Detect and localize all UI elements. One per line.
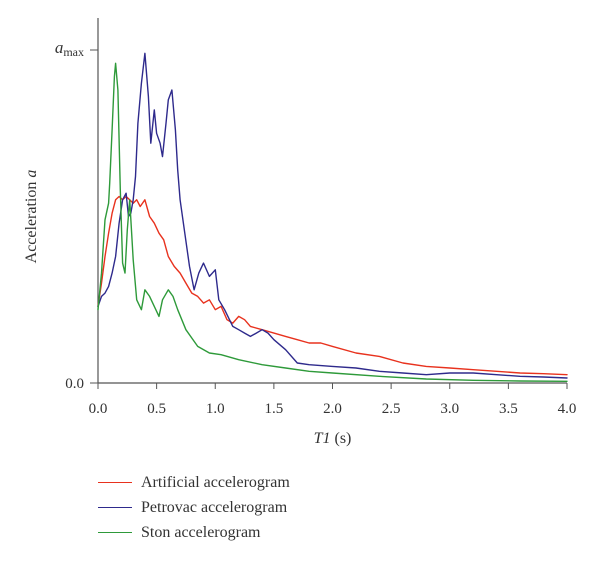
x-tick-label: 4.0 <box>558 401 577 417</box>
legend-item: Petrovac accelerogram <box>98 495 290 520</box>
y-tick-label: 0.0 <box>65 376 84 392</box>
series-line-2 <box>97 52 568 379</box>
legend-swatch <box>98 532 132 533</box>
legend-item: Artificial accelerogram <box>98 470 290 495</box>
chart: 0.0 0.5 1.0 1.5 2.0 2.5 3.0 3.5 4.0 0.0 amax T1 (… <box>23 18 577 447</box>
legend-label: Petrovac accelerogram <box>141 498 288 516</box>
x-tick-label: 1.5 <box>265 401 284 417</box>
y-axis-ticks: 0.0 amax <box>55 38 98 392</box>
y-axis-label: Acceleration a <box>23 170 40 264</box>
x-tick-label: 0.5 <box>147 401 166 417</box>
x-axis-ticks: 0.0 0.5 1.0 1.5 2.0 2.5 3.0 3.5 4.0 <box>89 383 577 417</box>
legend-swatch <box>98 507 132 508</box>
x-tick-label: 3.5 <box>499 401 518 417</box>
legend-label: Artificial accelerogram <box>141 473 290 491</box>
legend-label: Ston accelerogram <box>141 523 261 541</box>
x-tick-label: 0.0 <box>89 401 108 417</box>
legend-swatch <box>98 482 132 483</box>
x-tick-label: 2.5 <box>382 401 401 417</box>
x-axis-label: T1 (s) <box>314 430 352 447</box>
x-tick-label: 3.0 <box>440 401 459 417</box>
x-tick-label: 2.0 <box>323 401 342 417</box>
x-tick-label: 1.0 <box>206 401 225 417</box>
axes <box>97 18 567 384</box>
series-line-1 <box>97 195 568 376</box>
series-lines <box>97 52 568 382</box>
y-tick-label: amax <box>55 38 84 59</box>
legend-item: Ston accelerogram <box>98 520 290 545</box>
legend: Artificial accelerogram Petrovac accelero… <box>98 470 290 545</box>
series-line-3 <box>97 62 568 382</box>
